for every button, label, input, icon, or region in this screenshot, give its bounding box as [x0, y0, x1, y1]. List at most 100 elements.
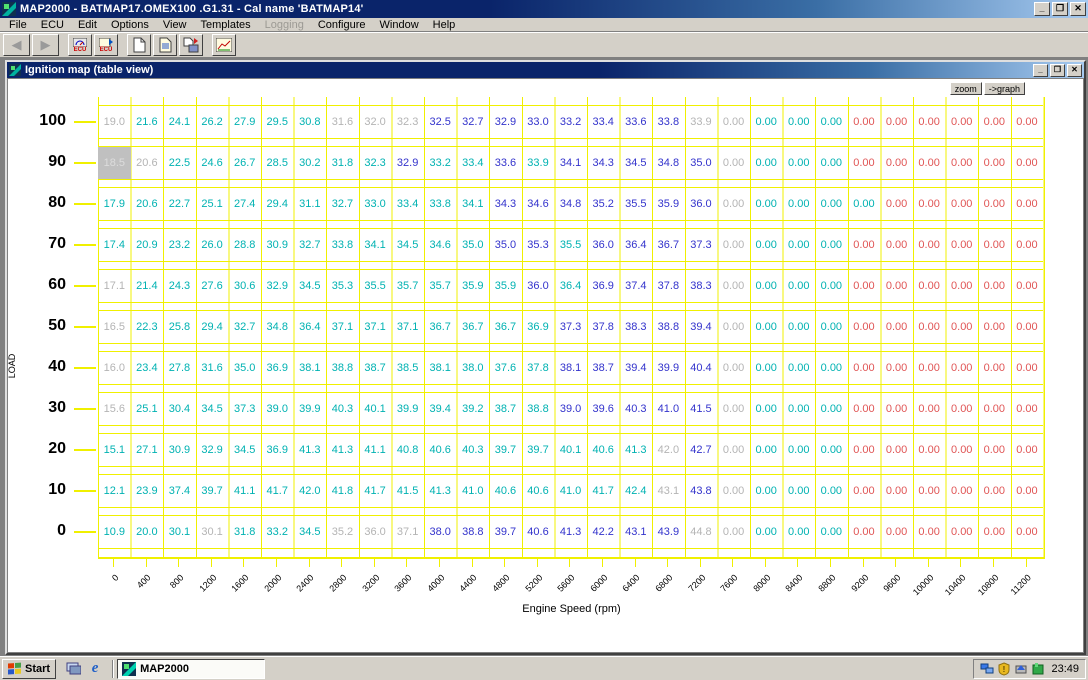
map-cell[interactable]: 35.0 — [684, 146, 718, 180]
map-cell[interactable]: 0.00 — [749, 228, 783, 262]
map-cell[interactable]: 0.00 — [847, 392, 881, 426]
map-cell[interactable]: 0.00 — [847, 146, 881, 180]
map-cell[interactable]: 0.00 — [880, 474, 913, 508]
map-cell[interactable]: 39.7 — [489, 433, 522, 467]
map-cell[interactable]: 0.00 — [717, 187, 750, 221]
close-button[interactable]: ✕ — [1070, 2, 1086, 16]
to-graph-button[interactable]: ->graph — [983, 82, 1025, 95]
menu-view[interactable]: View — [162, 18, 187, 31]
minimize-button[interactable]: _ — [1034, 2, 1050, 16]
map-cell[interactable]: 0.00 — [782, 269, 816, 303]
map-cell[interactable]: 0.00 — [782, 105, 816, 139]
map-cell[interactable]: 0.00 — [912, 269, 946, 303]
map-cell[interactable]: 39.4 — [684, 310, 718, 344]
map-cell[interactable]: 0.00 — [749, 474, 783, 508]
zoom-button[interactable]: zoom — [949, 82, 982, 95]
map-cell[interactable]: 24.3 — [163, 269, 196, 303]
map-cell[interactable]: 0.00 — [782, 310, 816, 344]
map-cell[interactable]: 33.9 — [684, 105, 718, 139]
map-cell[interactable]: 42.0 — [652, 433, 685, 467]
map-cell[interactable]: 16.0 — [98, 351, 131, 385]
map-cell[interactable]: 0.00 — [782, 433, 816, 467]
map-cell[interactable]: 39.4 — [619, 351, 653, 385]
map-cell[interactable]: 0.00 — [978, 310, 1011, 344]
map-cell[interactable]: 28.5 — [260, 146, 294, 180]
ecu-read-button[interactable]: ECU — [68, 34, 92, 56]
map-cell[interactable]: 0.00 — [847, 310, 881, 344]
map-cell[interactable]: 34.5 — [619, 146, 653, 180]
map-cell[interactable]: 0.00 — [978, 146, 1011, 180]
map-cell[interactable]: 23.9 — [130, 474, 164, 508]
map-cell[interactable]: 36.0 — [684, 187, 718, 221]
map-cell[interactable]: 34.3 — [586, 146, 620, 180]
map-cell[interactable]: 0.00 — [912, 474, 946, 508]
map-cell[interactable]: 41.7 — [586, 474, 620, 508]
map-cell[interactable]: 32.7 — [293, 228, 327, 262]
map-cell[interactable]: 0.00 — [815, 187, 848, 221]
map-cell[interactable]: 0.00 — [880, 433, 913, 467]
map-cell[interactable]: 37.1 — [391, 515, 424, 549]
map-cell[interactable]: 39.0 — [554, 392, 587, 426]
map-cell[interactable]: 34.5 — [228, 433, 261, 467]
map-cell[interactable]: 36.9 — [521, 310, 555, 344]
map-cell[interactable]: 24.6 — [195, 146, 229, 180]
map-cell[interactable]: 10.9 — [98, 515, 131, 549]
map-cell[interactable]: 33.4 — [456, 146, 490, 180]
map-cell[interactable]: 17.9 — [98, 187, 131, 221]
map-cell[interactable]: 32.9 — [391, 146, 424, 180]
map-cell[interactable]: 30.8 — [293, 105, 327, 139]
child-close-button[interactable]: ✕ — [1067, 63, 1082, 77]
map-cell[interactable]: 0.00 — [782, 392, 816, 426]
map-cell[interactable]: 38.5 — [391, 351, 424, 385]
map-cell[interactable]: 32.7 — [228, 310, 261, 344]
map-cell[interactable]: 22.5 — [163, 146, 196, 180]
map-cell[interactable]: 15.1 — [98, 433, 131, 467]
map-cell[interactable]: 0.00 — [945, 105, 979, 139]
map-cell[interactable]: 36.7 — [489, 310, 522, 344]
map-cell[interactable]: 33.4 — [586, 105, 620, 139]
map-cell[interactable]: 33.6 — [619, 105, 653, 139]
map-cell[interactable]: 0.00 — [880, 351, 913, 385]
map-cell[interactable]: 0.00 — [880, 269, 913, 303]
map-cell[interactable]: 36.4 — [293, 310, 327, 344]
map-cell[interactable]: 26.2 — [195, 105, 229, 139]
map-cell[interactable]: 37.1 — [391, 310, 424, 344]
map-cell[interactable]: 0.00 — [847, 515, 881, 549]
map-cell[interactable]: 33.9 — [521, 146, 555, 180]
map-cell[interactable]: 0.00 — [978, 515, 1011, 549]
map-cell[interactable]: 37.1 — [358, 310, 392, 344]
map-cell[interactable]: 31.6 — [326, 105, 359, 139]
map-cell[interactable]: 41.3 — [619, 433, 653, 467]
map-cell[interactable]: 0.00 — [1010, 474, 1044, 508]
map-cell[interactable]: 41.7 — [260, 474, 294, 508]
map-cell[interactable]: 36.7 — [423, 310, 457, 344]
map-cell[interactable]: 38.0 — [423, 515, 457, 549]
map-cell[interactable]: 28.8 — [228, 228, 261, 262]
map-cell[interactable]: 41.3 — [326, 433, 359, 467]
map-cell[interactable]: 0.00 — [978, 351, 1011, 385]
map-cell[interactable]: 32.7 — [456, 105, 490, 139]
map-cell[interactable]: 32.0 — [358, 105, 392, 139]
child-minimize-button[interactable]: _ — [1033, 63, 1048, 77]
map-cell[interactable]: 38.1 — [554, 351, 587, 385]
map-cell[interactable]: 0.00 — [945, 433, 979, 467]
network-icon[interactable] — [980, 662, 994, 676]
map-cell[interactable]: 30.1 — [163, 515, 196, 549]
menu-options[interactable]: Options — [110, 18, 149, 31]
map-cell[interactable]: 40.8 — [391, 433, 424, 467]
map-cell[interactable]: 34.3 — [489, 187, 522, 221]
map-cell[interactable]: 41.5 — [684, 392, 718, 426]
map-cell[interactable]: 37.8 — [521, 351, 555, 385]
map-cell[interactable]: 41.5 — [391, 474, 424, 508]
map-cell[interactable]: 39.0 — [260, 392, 294, 426]
map-cell[interactable]: 40.4 — [684, 351, 718, 385]
map-cell[interactable]: 34.1 — [358, 228, 392, 262]
map-cell[interactable]: 29.4 — [260, 187, 294, 221]
map-cell[interactable]: 17.1 — [98, 269, 131, 303]
map-cell[interactable]: 37.6 — [489, 351, 522, 385]
map-cell[interactable]: 40.1 — [358, 392, 392, 426]
map-cell[interactable]: 37.4 — [163, 474, 196, 508]
map-cell[interactable]: 36.4 — [619, 228, 653, 262]
map-cell[interactable]: 37.8 — [652, 269, 685, 303]
menu-window[interactable]: Window — [379, 18, 419, 31]
